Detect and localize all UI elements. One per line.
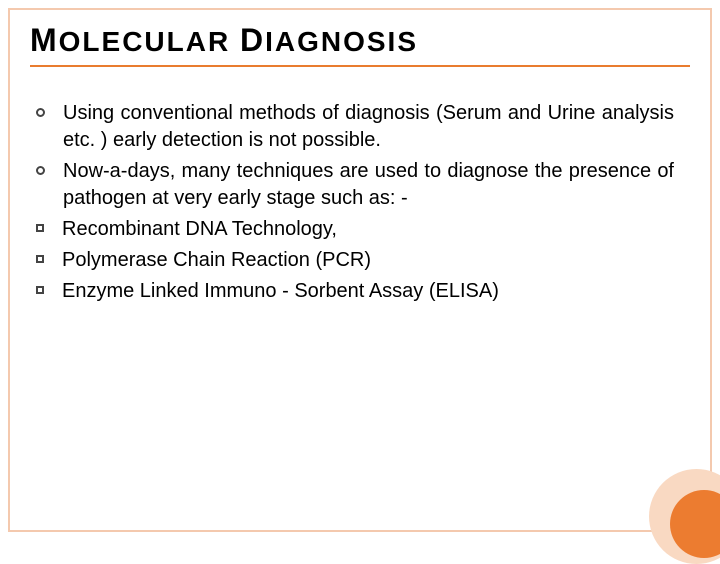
list-item: Enzyme Linked Immuno - Sorbent Assay (EL… [36, 278, 674, 305]
bullet-text: Polymerase Chain Reaction (PCR) [62, 247, 371, 274]
bullet-text: Recombinant DNA Technology, [62, 216, 337, 243]
bullet-text: Enzyme Linked Immuno - Sorbent Assay (EL… [62, 278, 499, 305]
list-item: Polymerase Chain Reaction (PCR) [36, 247, 674, 274]
content-area: Using conventional methods of diagnosis … [36, 100, 674, 309]
square-bullet-icon [36, 286, 44, 294]
bullet-text: Using conventional methods of diagnosis … [63, 100, 674, 154]
circle-bullet-icon [36, 108, 45, 117]
list-item: Recombinant DNA Technology, [36, 216, 674, 243]
square-bullet-icon [36, 255, 44, 263]
bullet-text: Now-a-days, many techniques are used to … [63, 158, 674, 212]
title-block: MOLECULAR DIAGNOSIS [30, 22, 690, 67]
title-cap-1: M [30, 22, 59, 58]
title-word-1: OLECULAR [59, 26, 231, 57]
title-underline [30, 65, 690, 67]
title-word-2: IAGNOSIS [265, 26, 418, 57]
title-cap-2: D [240, 22, 265, 58]
circle-bullet-icon [36, 166, 45, 175]
list-item: Now-a-days, many techniques are used to … [36, 158, 674, 212]
title-space [230, 26, 240, 57]
square-bullet-icon [36, 224, 44, 232]
page-title: MOLECULAR DIAGNOSIS [30, 22, 690, 59]
list-item: Using conventional methods of diagnosis … [36, 100, 674, 154]
